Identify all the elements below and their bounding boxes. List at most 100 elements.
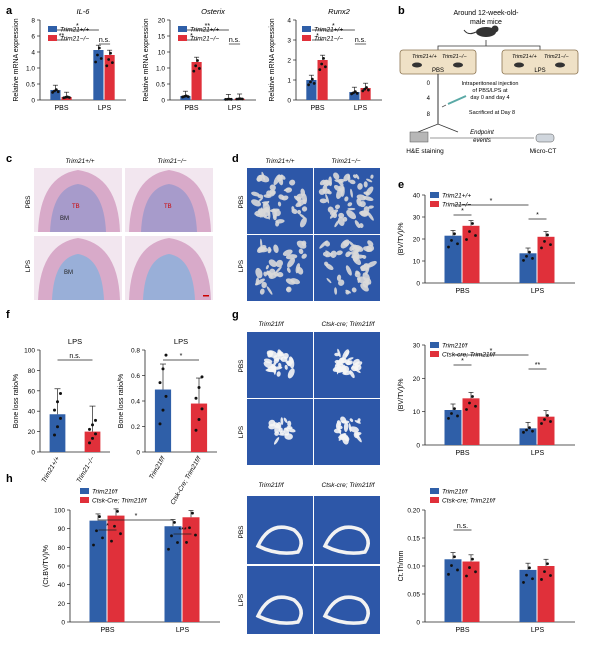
trabecula xyxy=(298,202,302,207)
trabecula xyxy=(270,370,277,373)
data-point xyxy=(456,414,459,418)
trabecula xyxy=(355,270,360,275)
trabecula xyxy=(366,245,375,252)
schematic-title-line1: Around 12-week-old- xyxy=(454,10,520,17)
x-tick-label: LPS xyxy=(531,627,545,634)
data-point xyxy=(525,573,528,577)
y-tick-label: 0.20 xyxy=(407,508,420,515)
bar xyxy=(50,90,61,100)
trabecula xyxy=(349,426,359,433)
trabecula xyxy=(259,288,265,295)
trabecula xyxy=(348,423,352,433)
data-point xyxy=(164,353,168,357)
trabecula xyxy=(295,263,301,274)
microct-h-panel: Trim21f/f Ctsk-cre; Trim21f/f PBS LPS xyxy=(238,482,380,634)
bar xyxy=(61,97,72,100)
y-tick-label: 2 xyxy=(287,58,291,65)
data-point xyxy=(158,422,162,426)
data-point xyxy=(110,61,114,65)
y-tick-label: 100 xyxy=(24,348,35,355)
trabecula xyxy=(338,279,345,286)
data-point xyxy=(186,95,190,99)
bar xyxy=(444,235,462,283)
microct-g-col-wt: Trim21f/f xyxy=(258,321,284,328)
data-point xyxy=(528,426,531,430)
trabecula xyxy=(263,216,270,219)
trabecula xyxy=(353,174,357,179)
y-tick-label: 20 xyxy=(58,601,66,608)
trabecula xyxy=(266,286,273,295)
panel-label-f: f xyxy=(6,309,10,321)
y-tick-label: 30 xyxy=(413,343,421,350)
injection-text-3: day 0 and day 4 xyxy=(470,95,509,101)
data-point xyxy=(549,574,552,577)
data-point xyxy=(453,555,456,559)
microct-d-col-ko: Trim21−/− xyxy=(331,158,360,165)
endpoint-text-2: events xyxy=(473,138,491,144)
y-tick-label: 20 xyxy=(413,237,421,244)
data-point xyxy=(88,427,91,431)
bar xyxy=(317,60,328,100)
data-point xyxy=(447,245,450,249)
timeline-day0: 0 xyxy=(427,81,431,87)
legend-swatch xyxy=(430,192,439,198)
schematic-title-line2: male mice xyxy=(470,19,502,26)
data-point xyxy=(450,412,453,415)
data-point xyxy=(113,524,116,528)
data-point xyxy=(465,238,468,241)
trabecula xyxy=(350,365,357,372)
x-tick-label: PBS xyxy=(455,627,469,634)
trabecula xyxy=(268,424,276,430)
data-point xyxy=(59,392,62,396)
y-tick-label: 0 xyxy=(136,450,140,457)
significance-label: n.s. xyxy=(69,353,80,360)
data-point xyxy=(471,557,474,561)
trabecula xyxy=(367,205,374,209)
bar xyxy=(360,88,371,100)
trabecula xyxy=(275,219,285,224)
trabecula xyxy=(280,417,284,426)
significance-label: n.s. xyxy=(355,37,366,44)
panel-label-h: h xyxy=(6,473,13,485)
significance-label: * xyxy=(461,208,464,215)
data-point xyxy=(363,87,367,91)
trabecula xyxy=(261,171,266,181)
x-tick-label: PBS xyxy=(100,627,114,634)
trabecula xyxy=(354,220,361,229)
significance-label: * xyxy=(461,358,464,365)
microct-d-row-pbs: PBS xyxy=(238,195,245,209)
legend-swatch xyxy=(80,497,89,503)
chart-osterix: 0 0.5 1.0 10 15 20 Relative mRNA expression Ost… xyxy=(143,7,256,112)
trabecula xyxy=(334,364,343,373)
data-point xyxy=(91,423,94,427)
significance-label: ** xyxy=(205,23,211,30)
trabecula xyxy=(324,261,329,267)
histology-col-ko: Trim21−/− xyxy=(157,158,186,165)
trabecula xyxy=(268,259,277,268)
legend-swatch xyxy=(430,342,439,348)
y-tick-label: 0.5 xyxy=(156,82,165,89)
data-point xyxy=(309,80,312,84)
trabecula xyxy=(265,272,270,276)
group-right-ko: Trim21−/− xyxy=(544,54,569,60)
legend-swatch xyxy=(430,497,439,503)
trabecula xyxy=(273,437,280,445)
data-point xyxy=(471,395,474,398)
data-point xyxy=(546,233,549,237)
y-axis-label: Ct.Th/mm xyxy=(398,550,405,581)
trabecula xyxy=(366,211,374,221)
chart-title: LPS xyxy=(174,337,188,346)
scale-bar xyxy=(203,295,209,297)
x-tick-label: PBS xyxy=(184,105,198,112)
y-axis-label: Bone loss ratio/% xyxy=(118,374,125,428)
data-point xyxy=(353,90,357,94)
trabecula xyxy=(296,240,307,249)
x-tick-label: LPS xyxy=(228,105,242,112)
group-left-label: PBS xyxy=(432,68,444,74)
data-point xyxy=(320,62,324,66)
trabecula xyxy=(338,216,345,226)
trabecula xyxy=(355,432,362,436)
trabecula xyxy=(263,361,274,369)
microct-h-row-pbs: PBS xyxy=(238,525,245,539)
significance-label: *** xyxy=(178,527,186,534)
